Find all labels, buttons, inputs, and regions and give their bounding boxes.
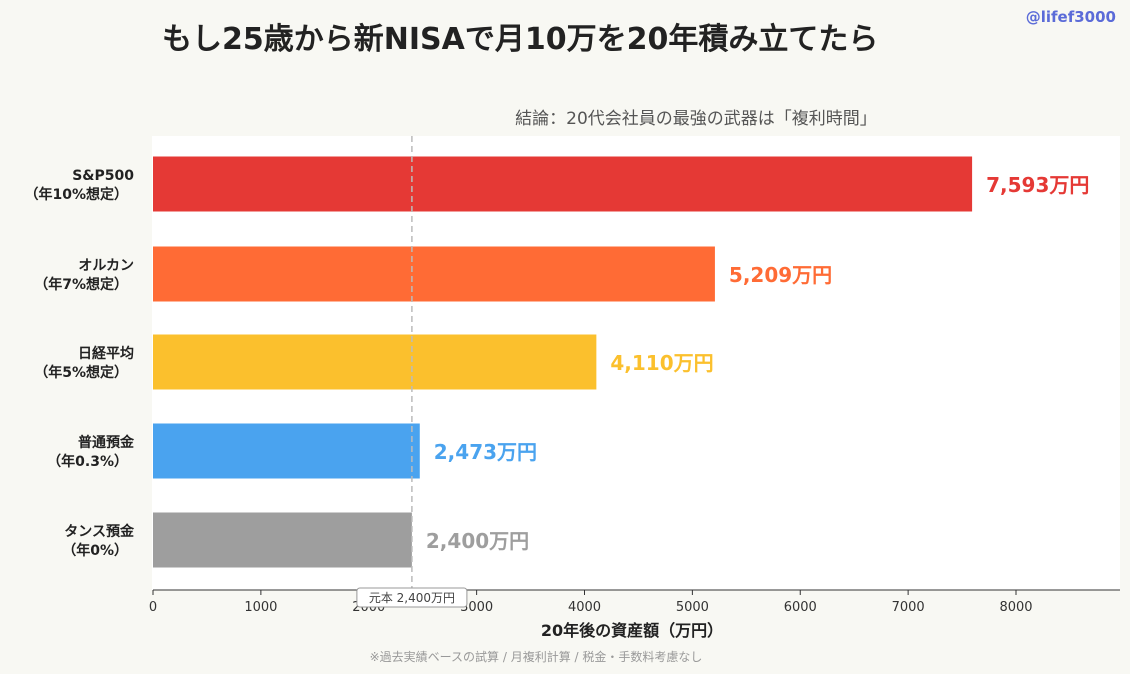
bar [153, 423, 420, 479]
category-label: （年10%想定） [24, 186, 128, 203]
x-tick-label: 8000 [999, 600, 1032, 615]
bar [153, 334, 597, 390]
footnote: ※過去実績ベースの試算 / 月複利計算 / 税金・手数料考慮なし [370, 649, 703, 664]
bar [153, 512, 412, 568]
category-label: オルカン [78, 258, 134, 274]
category-label: 普通預金 [78, 434, 135, 451]
category-label: タンス預金 [64, 523, 135, 540]
x-tick-label: 6000 [784, 600, 817, 615]
bar [153, 246, 715, 302]
bar-value-label: 7,593万円 [986, 173, 1089, 197]
bar-value-label: 5,209万円 [729, 263, 832, 287]
bar-value-label: 2,400万円 [426, 529, 529, 553]
category-label: 日経平均 [78, 345, 134, 362]
x-tick-label: 3000 [460, 600, 493, 615]
reference-label-box [356, 587, 468, 608]
bar [153, 156, 973, 212]
x-tick-label: 5000 [676, 600, 709, 615]
category-label: S&P500 [72, 168, 134, 184]
x-tick-label: 0 [149, 600, 157, 615]
x-tick-label: 4000 [568, 600, 601, 615]
bar-value-label: 4,110万円 [610, 351, 713, 375]
page-title: もし25歳から新NISAで月10万を20年積み立てたら [162, 22, 879, 57]
category-label: （年0%） [62, 542, 128, 559]
category-label: （年5%想定） [34, 364, 128, 381]
bar-value-label: 2,473万円 [434, 440, 537, 464]
chart-subtitle: 結論：20代会社員の最強の武器は「複利時間」 [515, 109, 877, 129]
author-handle: @lifef3000 [1025, 8, 1116, 26]
category-label: （年7%想定） [34, 276, 128, 293]
reference-label: 元本 2,400万円 [369, 591, 455, 605]
x-tick-label: 7000 [892, 600, 925, 615]
category-label: （年0.3%） [47, 453, 128, 470]
x-tick-label: 1000 [244, 600, 277, 615]
x-axis-label: 20年後の資産額（万円） [541, 621, 723, 640]
